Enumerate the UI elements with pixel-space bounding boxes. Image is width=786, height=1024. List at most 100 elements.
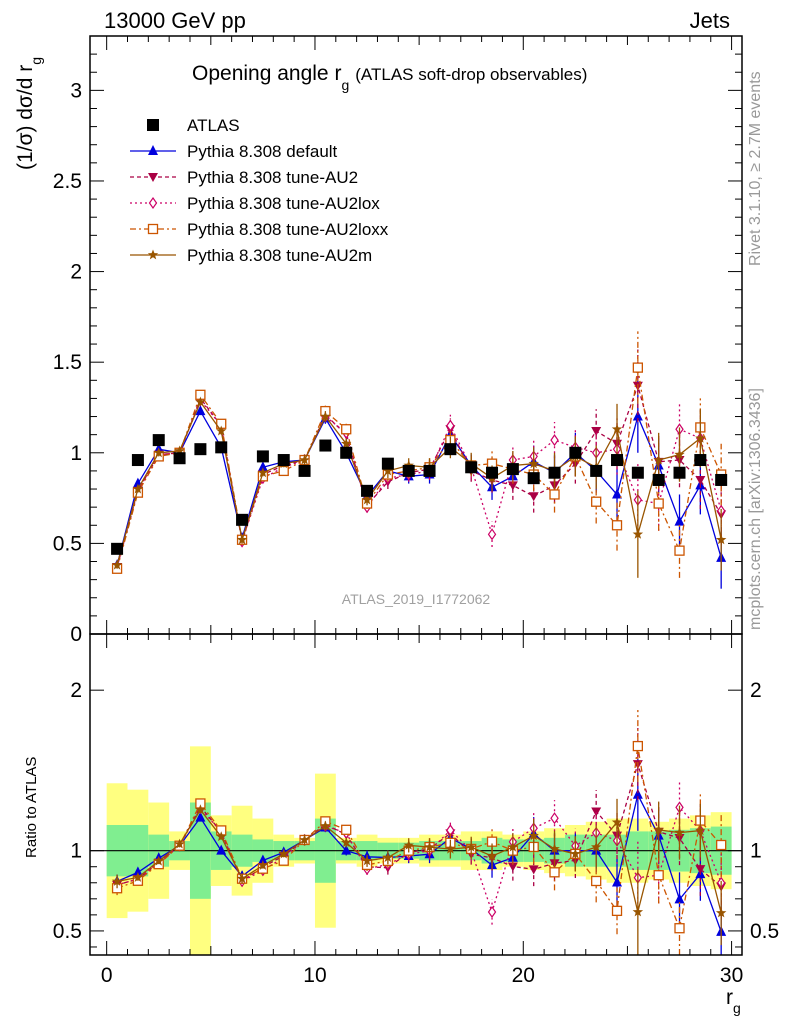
point-main <box>612 488 623 499</box>
point-main <box>195 396 206 407</box>
point-ratio <box>320 820 331 831</box>
point-main <box>299 454 310 465</box>
chart-title: Opening angle rg (ATLAS soft-drop observa… <box>192 62 587 93</box>
point-ratio <box>403 839 414 850</box>
legend-label: Pythia 8.308 default <box>187 142 338 161</box>
atlas-data-point <box>173 452 186 465</box>
point-ratio <box>299 834 310 845</box>
point-main <box>507 481 518 491</box>
point-ratio <box>528 865 539 875</box>
atlas-data-point <box>298 464 311 477</box>
y-axis-label-text: (1/σ) dσ/d r <box>14 65 37 170</box>
point-ratio <box>715 907 727 918</box>
series-line-ratio <box>116 745 722 931</box>
point-ratio <box>612 876 623 887</box>
point-ratio <box>632 788 643 799</box>
y-tick-label-ratio-right: 0.5 <box>750 920 779 943</box>
atlas-data-point <box>423 464 436 477</box>
point-ratio <box>632 740 643 752</box>
point-main <box>653 498 664 509</box>
point-ratio <box>611 905 623 917</box>
point-ratio <box>278 848 289 859</box>
point-ratio <box>195 804 206 815</box>
y-tick-label-main: 1.5 <box>53 351 82 374</box>
ratio-y-axis-label: Ratio to ATLAS <box>23 757 40 858</box>
atlas-data-point <box>506 463 519 476</box>
point-main <box>341 424 352 435</box>
atlas-data-point <box>569 446 582 459</box>
legend-marker <box>147 223 159 235</box>
atlas-data-point <box>236 513 249 526</box>
point-ratio <box>236 873 248 884</box>
legend-marker <box>147 119 159 131</box>
series-line-main <box>116 383 722 568</box>
point-main <box>153 447 164 458</box>
series-main-0 <box>112 380 727 589</box>
y-tick-label-main: 3 <box>70 79 82 102</box>
series-main-2 <box>112 394 726 573</box>
header-right: Jets <box>690 8 730 33</box>
point-main <box>591 496 602 507</box>
point-ratio <box>632 906 644 917</box>
atlas-data-point <box>673 466 686 479</box>
atlas-data-point <box>361 484 374 497</box>
point-ratio <box>695 825 706 836</box>
point-ratio <box>278 855 289 866</box>
y-tick-label-ratio-right: 2 <box>750 679 762 702</box>
point-ratio <box>341 844 352 855</box>
point-main <box>216 425 227 436</box>
rivet-label: Rivet 3.1.10, ≥ 2.7M events <box>747 71 764 266</box>
series-line-main <box>116 400 722 566</box>
point-ratio <box>611 816 623 827</box>
point-ratio <box>361 855 373 866</box>
atlas-data-point <box>715 473 728 486</box>
svg-text:(1/σ) dσ/d rg: (1/σ) dσ/d rg <box>14 57 44 170</box>
point-main <box>632 410 643 421</box>
point-main <box>361 494 373 505</box>
axes: 0 10 20 30 0 0.5 1 1.5 2 2.5 3 0.5 0.5 1 1 2 2 <box>53 35 779 987</box>
x-tick-label: 10 <box>303 964 326 987</box>
atlas-data-point <box>152 434 165 447</box>
point-ratio <box>445 843 456 854</box>
atlas-data-point <box>194 443 207 456</box>
atlas-data-point <box>111 542 124 555</box>
point-ratio <box>550 812 559 825</box>
point-ratio <box>153 855 164 866</box>
atlas-data-point <box>590 464 603 477</box>
point-main <box>236 534 248 545</box>
legend-label: ATLAS <box>187 116 240 135</box>
atlas-data-point <box>486 466 499 479</box>
series-line-main <box>116 367 722 569</box>
point-ratio <box>111 875 123 886</box>
point-main <box>653 454 664 465</box>
series-line-ratio <box>116 806 722 915</box>
x-axis-label-sub: g <box>733 1000 741 1016</box>
point-main <box>320 411 331 421</box>
y-axis-label-sub: g <box>28 57 44 65</box>
point-main <box>528 492 539 502</box>
legend-label: Pythia 8.308 tune-AU2lox <box>187 194 380 213</box>
point-ratio <box>486 850 498 861</box>
legend-marker <box>148 173 158 182</box>
point-ratio <box>257 854 268 865</box>
legend-label: Pythia 8.308 tune-AU2loxx <box>187 220 389 239</box>
mcplots-label: mcplots.cern.ch [arXiv:1306.3436] <box>747 388 764 630</box>
point-main <box>632 528 644 539</box>
svg-text:Opening angle rg(ATLAS soft-dr: Opening angle rg (ATLAS soft-drop observa… <box>192 62 587 93</box>
atlas-data-point <box>319 439 332 452</box>
point-main <box>549 489 560 500</box>
legend-marker <box>147 249 159 260</box>
header-left: 13000 GeV pp <box>104 8 246 33</box>
point-ratio <box>591 841 602 852</box>
point-ratio <box>341 837 352 848</box>
atlas-data-point <box>694 454 707 467</box>
point-ratio <box>424 841 435 852</box>
point-ratio <box>466 841 477 852</box>
point-ratio <box>591 807 602 817</box>
point-main <box>174 445 185 456</box>
point-main <box>674 515 685 526</box>
atlas-data-point <box>381 457 394 470</box>
y-tick-label-main: 0 <box>70 623 82 646</box>
point-ratio <box>341 824 352 835</box>
series-line-ratio <box>116 761 722 888</box>
